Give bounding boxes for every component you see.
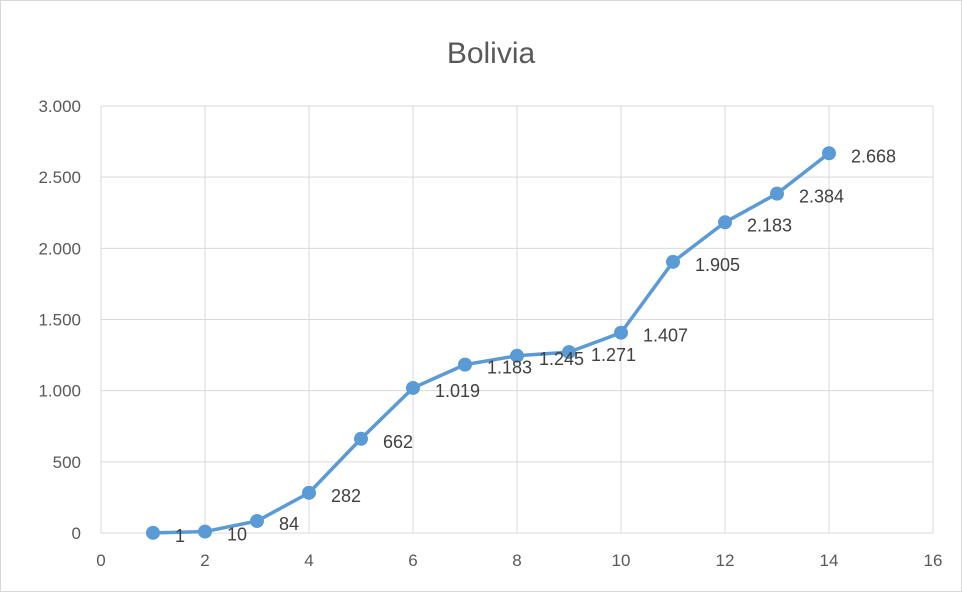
data-point — [406, 380, 420, 395]
data-label: 1.019 — [435, 381, 480, 401]
data-label: 1.271 — [591, 345, 636, 365]
data-point — [250, 514, 264, 529]
data-label: 1.245 — [539, 349, 584, 369]
data-label: 1 — [175, 526, 185, 546]
data-point — [146, 525, 160, 540]
x-tick-label: 16 — [924, 551, 943, 570]
chart-title: Bolivia — [447, 37, 536, 70]
x-tick-label: 8 — [512, 551, 521, 570]
y-tick-label: 500 — [53, 453, 81, 472]
data-labels: 1 10 84 282 662 1.019 1.183 1.245 1.271 1.407 1.90… — [175, 146, 896, 546]
data-point — [770, 186, 784, 201]
x-tick-label: 10 — [612, 551, 631, 570]
x-tick-label: 2 — [200, 551, 209, 570]
series-group — [146, 146, 836, 540]
data-label: 84 — [279, 514, 299, 534]
y-tick-label: 2.500 — [38, 168, 81, 187]
data-point — [562, 345, 576, 360]
data-point — [198, 524, 212, 539]
data-point — [458, 357, 472, 372]
grid — [100, 105, 934, 534]
y-axis-ticks: 0 500 1.000 1.500 2.000 2.500 3.000 — [38, 97, 81, 543]
x-tick-label: 0 — [96, 551, 105, 570]
data-label: 10 — [227, 525, 247, 545]
data-label: 282 — [331, 486, 361, 506]
y-tick-label: 2.000 — [38, 239, 81, 258]
data-label: 662 — [383, 432, 413, 452]
data-point — [354, 431, 368, 446]
data-label: 1.905 — [695, 255, 740, 275]
x-tick-label: 12 — [716, 551, 735, 570]
data-label: 1.183 — [487, 358, 532, 378]
x-tick-label: 14 — [820, 551, 839, 570]
data-point — [666, 254, 680, 269]
data-point — [302, 485, 316, 500]
data-label: 1.407 — [643, 326, 688, 346]
y-tick-label: 0 — [72, 524, 81, 543]
x-tick-label: 4 — [304, 551, 313, 570]
series-line — [151, 151, 831, 535]
y-tick-label: 1.500 — [38, 311, 81, 330]
data-label: 2.668 — [851, 146, 896, 166]
data-label: 2.183 — [747, 215, 792, 235]
data-label: 2.384 — [799, 187, 844, 207]
x-axis-ticks: 0 2 4 6 8 10 12 14 16 — [96, 551, 942, 570]
y-tick-label: 3.000 — [38, 97, 81, 116]
data-point — [822, 146, 836, 161]
x-tick-label: 6 — [408, 551, 417, 570]
data-point — [614, 325, 628, 340]
data-point — [718, 215, 732, 230]
data-point — [510, 348, 524, 363]
y-tick-label: 1.000 — [38, 382, 81, 401]
